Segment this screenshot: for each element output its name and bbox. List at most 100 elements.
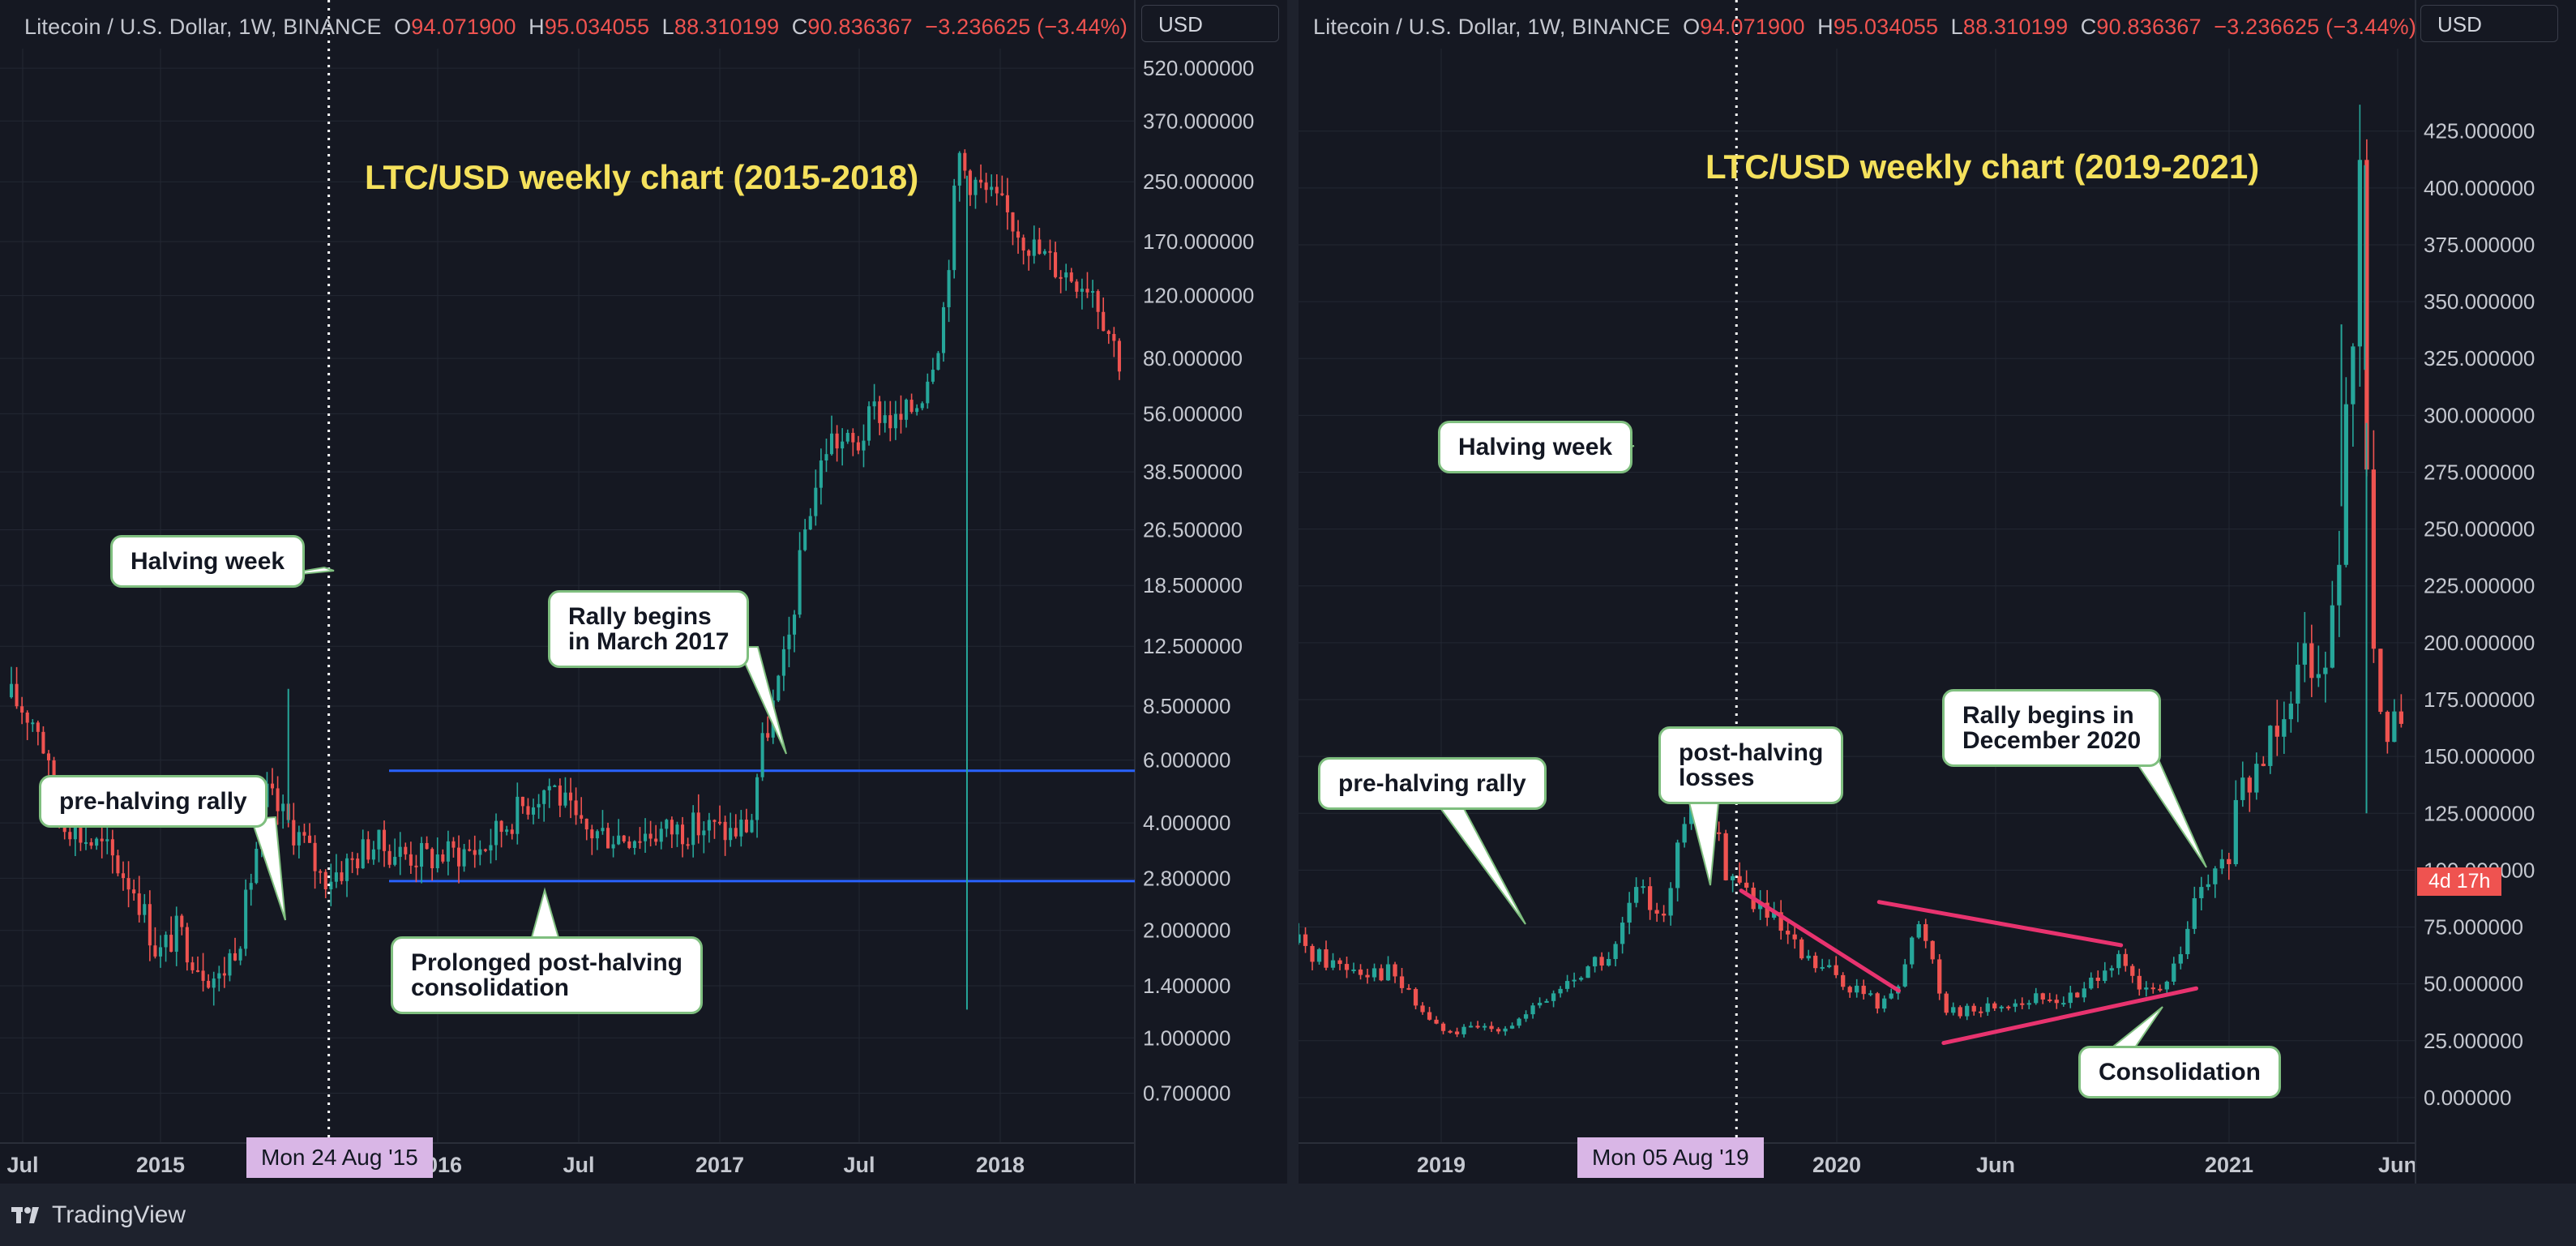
candle-body	[2268, 726, 2273, 766]
candle-body	[2351, 346, 2356, 405]
chart-canvas-right[interactable]: 425.000000 400.000000 375.000000 350.000000…	[1299, 0, 2576, 1184]
x-tick-label: 2017	[695, 1153, 744, 1177]
trendline	[1876, 900, 2124, 948]
close-label: C	[2080, 15, 2097, 39]
tradingview-brand[interactable]: TradingView	[11, 1198, 186, 1232]
candle-body	[926, 381, 930, 404]
candle-body	[1731, 876, 1735, 880]
y-tick-label: 275.000000	[2424, 460, 2535, 484]
candle-body	[1902, 964, 1907, 987]
y-tick-label: 120.000000	[1143, 284, 1254, 308]
candle-body	[1606, 958, 1611, 966]
candle-body	[520, 796, 524, 807]
candle-body	[605, 828, 610, 849]
candle-body	[1461, 1026, 1466, 1034]
candle-body	[233, 953, 237, 961]
callout-pointer	[2132, 757, 2207, 868]
callout-halving-week-left: Halving week	[110, 535, 306, 588]
callout-consolidation-right: Consolidation	[2078, 1046, 2281, 1098]
candle-body	[414, 865, 418, 867]
candle-body	[1475, 1025, 1480, 1028]
candle-body	[702, 830, 706, 836]
candle-body	[1544, 1000, 1549, 1003]
candle-body	[473, 850, 477, 855]
candle-body	[1758, 902, 1763, 910]
candle-body	[404, 846, 408, 854]
y-tick-label: 0.000000	[2424, 1085, 2511, 1110]
candle-body	[371, 849, 375, 860]
y-tick-label: 38.500000	[1143, 460, 1243, 484]
candle-body	[1744, 882, 1749, 888]
candle-body	[1923, 924, 1928, 941]
candle-body	[79, 824, 83, 843]
candle-body	[537, 803, 541, 807]
candle-body	[1042, 250, 1046, 255]
candle-body	[2137, 975, 2142, 990]
y-tick-label: 200.000000	[2424, 631, 2535, 655]
candle-body	[1021, 238, 1025, 250]
candle-body	[387, 850, 392, 865]
callout-line: Prolonged post-halving	[411, 949, 683, 976]
currency-button-right[interactable]: USD	[2420, 5, 2558, 42]
candle-body	[1951, 1007, 1956, 1013]
candle-body	[584, 818, 588, 830]
candle-body	[648, 833, 653, 839]
candle-body	[1882, 998, 1887, 1009]
candle-body	[787, 634, 791, 649]
candle-body	[1537, 1002, 1543, 1006]
candle-body	[2392, 711, 2397, 743]
candle-body	[217, 973, 221, 979]
candle-body	[180, 915, 184, 927]
candle-body	[1310, 945, 1315, 962]
chart-canvas-left[interactable]: 520.000000 370.000000 250.000000 170.000000…	[0, 0, 1287, 1184]
candle-body	[1682, 824, 1687, 843]
candle-body	[841, 441, 845, 449]
candle-body	[750, 820, 754, 833]
candle-body	[670, 820, 674, 835]
candle-body	[2337, 564, 2342, 606]
candle-body	[1799, 939, 1804, 959]
candle-body	[1847, 987, 1852, 993]
y-tick-label: 425.000000	[2424, 119, 2535, 143]
candle-body	[963, 152, 967, 171]
candle-body	[851, 432, 855, 443]
callout-line: consolidation	[411, 974, 569, 1001]
candle-body	[665, 820, 669, 829]
candle-body	[1085, 289, 1089, 293]
candle-body	[46, 753, 51, 760]
candle-body	[2199, 887, 2204, 898]
candle-body	[888, 415, 892, 429]
candle-body	[2061, 1003, 2066, 1005]
candle-body	[1765, 902, 1769, 918]
candle-body	[915, 408, 919, 413]
candle-body	[990, 186, 994, 191]
y-tick-label: 50.000000	[2424, 972, 2523, 996]
chart-panel-left[interactable]: 520.000000 370.000000 250.000000 170.000000…	[0, 0, 1287, 1184]
low-value: 88.310199	[674, 15, 780, 39]
chart-panel-right[interactable]: 425.000000 400.000000 375.000000 350.000000…	[1299, 0, 2576, 1184]
y-tick-label: 56.000000	[1143, 401, 1243, 426]
currency-button-left[interactable]: USD	[1141, 5, 1279, 42]
y-tick-label: 350.000000	[2424, 289, 2535, 314]
high-value: 95.034055	[1833, 15, 1939, 39]
candle-body	[2316, 674, 2321, 679]
y-tick-label: 1.400000	[1143, 974, 1230, 998]
candle-body	[707, 820, 711, 831]
candle-body	[1841, 974, 1846, 987]
callout-line: Rally begins	[568, 603, 712, 630]
candle-body	[2095, 977, 2100, 981]
candle-body	[824, 454, 828, 461]
candle-body	[1517, 1018, 1521, 1026]
candle-body	[153, 945, 157, 957]
candle-body	[931, 370, 935, 382]
candle-body	[1985, 1003, 1990, 1013]
candle-body	[334, 872, 338, 882]
candle-body	[100, 838, 104, 841]
y-tick-label: 25.000000	[2424, 1029, 2523, 1053]
candle-body	[595, 831, 599, 839]
x-tick-label: Jul	[6, 1153, 38, 1177]
candle-body	[1992, 1003, 1997, 1008]
candle-body	[340, 872, 344, 881]
candle-body	[2330, 605, 2334, 668]
candle-body	[2185, 928, 2190, 955]
